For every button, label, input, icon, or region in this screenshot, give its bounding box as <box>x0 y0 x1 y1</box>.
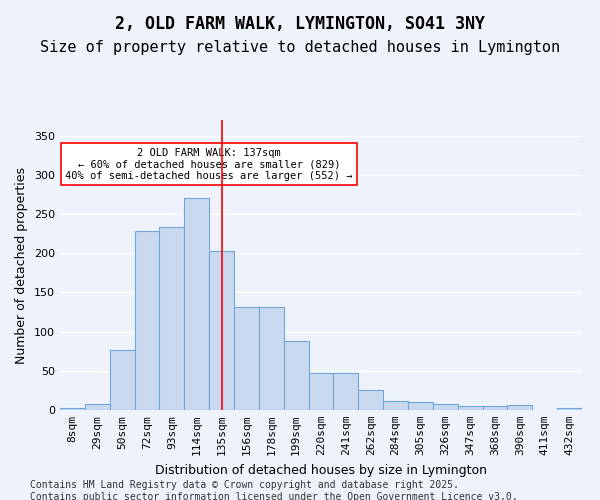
Bar <box>234 308 259 410</box>
X-axis label: Distribution of detached houses by size in Lymington: Distribution of detached houses by size … <box>155 464 487 476</box>
Text: Contains HM Land Registry data © Crown copyright and database right 2025.
Contai: Contains HM Land Registry data © Crown c… <box>30 480 518 500</box>
Bar <box>433 404 458 410</box>
Text: 2, OLD FARM WALK, LYMINGTON, SO41 3NY: 2, OLD FARM WALK, LYMINGTON, SO41 3NY <box>115 15 485 33</box>
Bar <box>259 308 284 410</box>
Bar <box>284 341 308 410</box>
Bar <box>458 406 482 410</box>
Bar <box>160 226 184 410</box>
Bar <box>482 406 508 410</box>
Y-axis label: Number of detached properties: Number of detached properties <box>16 166 28 364</box>
Bar <box>557 408 582 410</box>
Bar <box>209 251 234 410</box>
Text: Size of property relative to detached houses in Lymington: Size of property relative to detached ho… <box>40 40 560 55</box>
Bar <box>308 373 334 410</box>
Bar <box>110 350 134 410</box>
Bar <box>60 408 85 410</box>
Bar <box>184 198 209 410</box>
Text: 2 OLD FARM WALK: 137sqm
← 60% of detached houses are smaller (829)
40% of semi-d: 2 OLD FARM WALK: 137sqm ← 60% of detache… <box>65 148 353 180</box>
Bar <box>134 232 160 410</box>
Bar <box>85 404 110 410</box>
Bar <box>334 373 358 410</box>
Bar <box>383 400 408 410</box>
Bar <box>408 402 433 410</box>
Bar <box>358 390 383 410</box>
Bar <box>508 406 532 410</box>
